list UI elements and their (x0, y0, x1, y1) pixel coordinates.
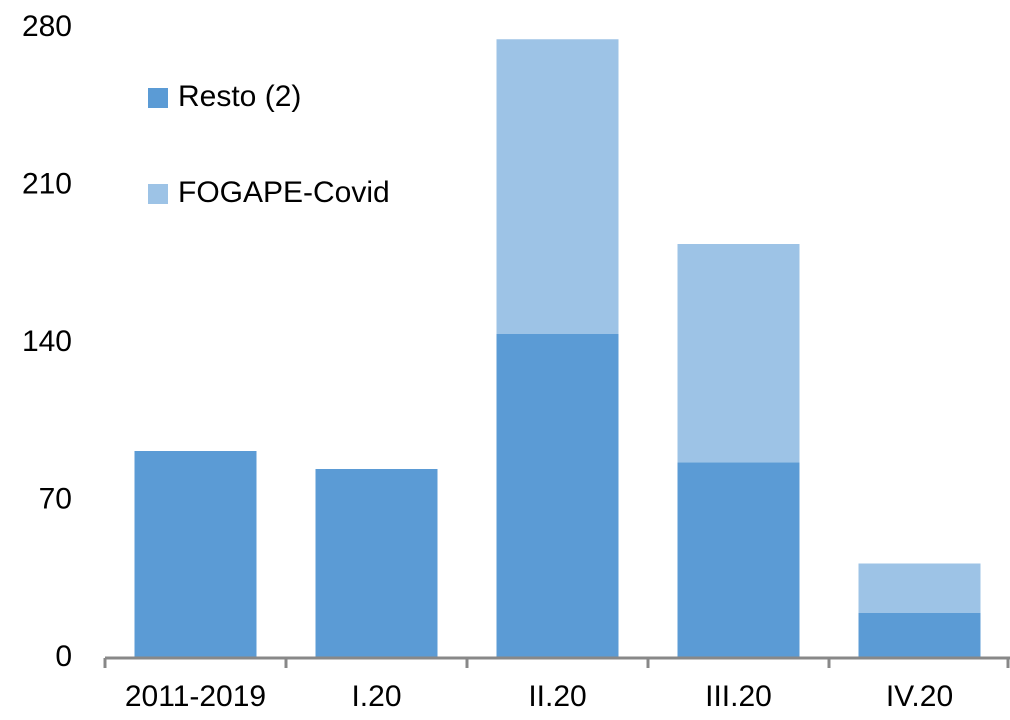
bar (496, 334, 619, 658)
legend-swatch (148, 184, 168, 204)
legend-swatch (148, 88, 168, 108)
y-tick-label: 70 (39, 482, 72, 515)
x-tick-label: III.20 (705, 680, 772, 713)
legend-label: FOGAPE-Covid (178, 176, 390, 209)
bar (858, 613, 981, 658)
y-tick-label: 280 (22, 10, 72, 43)
bar (315, 469, 438, 658)
legend-label: Resto (2) (178, 80, 301, 113)
x-tick-label: IV.20 (886, 680, 953, 713)
y-tick-label: 210 (22, 167, 72, 200)
bar (677, 244, 800, 463)
bar (134, 451, 257, 658)
bar (858, 563, 981, 613)
y-tick-label: 0 (55, 640, 72, 673)
x-tick-label: II.20 (528, 680, 586, 713)
bar (496, 39, 619, 334)
x-tick-label: 2011-2019 (125, 680, 266, 713)
y-tick-label: 140 (22, 325, 72, 358)
bar (677, 462, 800, 658)
x-tick-label: I.20 (351, 680, 401, 713)
